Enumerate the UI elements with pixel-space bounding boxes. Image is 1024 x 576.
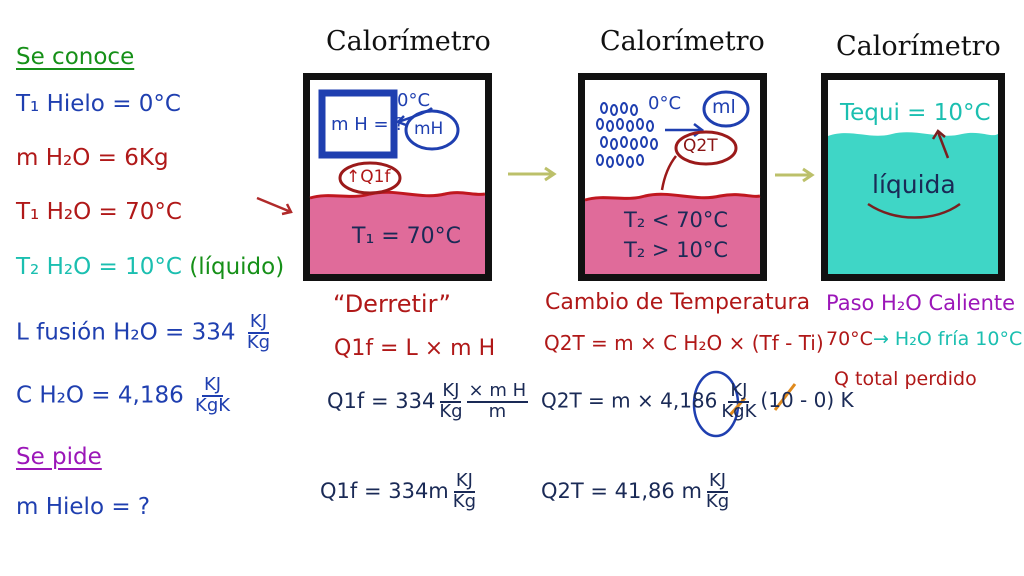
panel3-liquida: líquida [872,170,956,199]
panel1-zero-c: 0°C [397,90,431,111]
cancel-stroke-2 [728,397,747,416]
m-h2o-given: m H₂O = 6Kg [16,145,169,171]
panel2-eq2-unit-den: KgK [721,400,757,422]
panel1-eq2-mass-num: × m H [466,380,529,403]
panel1-caption: “Derretir” [333,290,451,318]
panel3-title: Calorímetro [836,31,1001,62]
latent-heat-unit: KJ Kg [246,311,271,353]
m-hielo-unknown: m Hielo = ? [16,494,151,520]
panel2-eq3-unit-den: Kg [705,490,730,512]
panel2-eq3-unit-num: KJ [706,470,729,493]
panel1-mh-bubble-label: mH [414,119,444,139]
panel2-eq2: Q2T = m × 4,186 KJ KgK (10 - 0) K [541,380,854,422]
liquido-note: (líquido) [189,254,285,280]
panel1-title: Calorímetro [326,26,491,57]
panel2-t2b: T₂ > 10°C [624,238,729,262]
panel3-caption-1: Paso H₂O Caliente [826,291,1016,315]
panel2-t2a: T₂ < 70°C [624,208,729,232]
melting-droplets [596,102,658,168]
panel2-eq2-unit: KJ KgK [721,380,757,422]
t2-h2o-value: T₂ H₂O = 10°C [16,254,182,280]
panel1-eq3-unit-num: KJ [453,470,475,493]
panel2-eq2-right: (10 - 0) K [760,388,854,413]
panel1-eq3-left: Q1f = 334m [320,478,449,503]
panel2-zero-c: 0°C [648,93,682,114]
ml-bubble [702,90,750,128]
panel1-ice-label: m H = ? [331,114,404,135]
panel1-eq3-unit-den: Kg [452,490,477,512]
specific-heat-unit-den: KgK [195,394,231,416]
panel3-cool-water [828,132,998,274]
panel2-hot-water [585,194,760,274]
pointer-arrow [256,196,292,214]
panel1-zero-arrow [397,107,433,124]
panel2-wave [584,192,761,202]
latent-heat-given: L fusión H₂O = 334 KJ Kg [16,311,271,353]
latent-heat-unit-den: Kg [246,331,271,353]
panel2-eq2-left: Q2T = m × 4,186 [541,388,718,413]
panel2-ml-bubble-label: ml [712,96,736,118]
specific-heat-unit: KJ KgK [195,374,231,416]
panel1-hot-water [310,192,485,274]
specific-heat-label: C H₂O = 4,186 [16,382,184,409]
panel2-caption: Cambio de Temperatura [545,290,811,315]
panel1-q1f-text: Q1f [360,167,391,187]
panel3-caption-2-temp: 70°C [826,328,873,350]
panel1-q1f-label: ↑Q1f [346,167,391,187]
t1-h2o-given: T₁ H₂O = 70°C [16,199,182,225]
panel3-tequi: Tequi = 10°C [840,100,991,126]
se-pide-heading: Se pide [16,444,102,470]
q2t-arrow [660,155,677,191]
panel1-eq1: Q1f = L × m H [334,336,496,361]
panel2-title: Calorímetro [600,26,765,57]
panel2-q2t-label: Q2T [683,136,718,156]
specific-heat-unit-num: KJ [202,374,224,397]
panel2-eq1: Q2T = m × C H₂O × (Tf - Ti) [544,331,824,355]
t2-h2o-given: T₂ H₂O = 10°C (líquido) [16,256,284,279]
panel1-t1: T₁ = 70°C [352,224,462,249]
panel2-eq2-unit-num: KJ [728,380,750,403]
panel3-caption-2-rest: → H₂O fría 10°C [872,328,1023,350]
mh-bubble [404,109,460,151]
panel1-wave [309,190,486,200]
panel1-eq2-unit-den: Kg [439,400,463,422]
panel3-smile [867,202,961,219]
cancel-stroke [773,383,797,411]
panel1-eq2-unit: KJ Kg [439,380,463,422]
panel3-arrow [936,131,950,159]
se-conoce-heading: Se conoce [16,44,135,70]
panel2-eq3-unit: KJ Kg [705,470,730,512]
t1-hielo-given: T₁ Hielo = 0°C [16,91,181,117]
panel2-eq3: Q2T = 41,86 m KJ Kg [541,470,730,512]
ice-cube [318,89,398,159]
panel3-caption-2: 70°C→ H₂O fría 10°C [826,330,1022,349]
panel1-eq3: Q1f = 334m KJ Kg [320,470,477,512]
q1f-ellipse [338,161,402,195]
latent-heat-label: L fusión H₂O = 334 [16,319,236,346]
latent-heat-unit-num: KJ [247,311,270,334]
specific-heat-given: C H₂O = 4,186 KJ KgK [16,374,231,416]
panel1-eq2-unit-num: KJ [440,380,462,403]
q2t-ellipse [674,130,738,166]
panel3-caption-3: Q total perdido [834,368,977,390]
panel1-eq3-unit: KJ Kg [452,470,477,512]
panel2-eq3-left: Q2T = 41,86 m [541,478,702,503]
panel1-eq2-left: Q1f = 334 [327,388,436,413]
panel1-eq2-mass-den: m [488,400,507,422]
